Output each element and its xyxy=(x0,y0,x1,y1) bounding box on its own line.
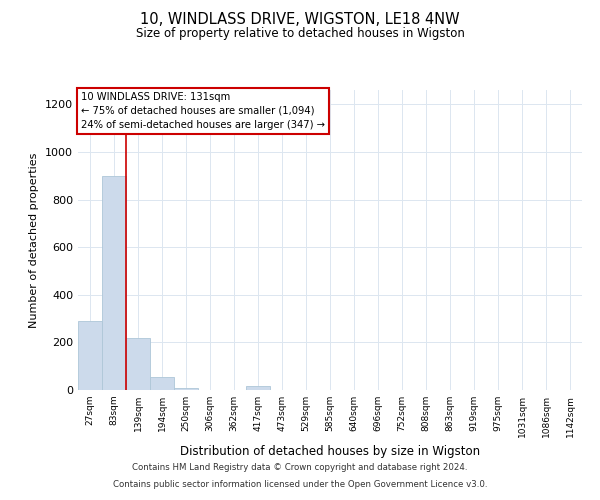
Text: Contains public sector information licensed under the Open Government Licence v3: Contains public sector information licen… xyxy=(113,480,487,489)
Bar xyxy=(150,377,174,390)
Text: Size of property relative to detached houses in Wigston: Size of property relative to detached ho… xyxy=(136,28,464,40)
Bar xyxy=(78,321,102,390)
X-axis label: Distribution of detached houses by size in Wigston: Distribution of detached houses by size … xyxy=(180,446,480,458)
Bar xyxy=(102,176,126,390)
Text: 10 WINDLASS DRIVE: 131sqm
← 75% of detached houses are smaller (1,094)
24% of se: 10 WINDLASS DRIVE: 131sqm ← 75% of detac… xyxy=(80,92,325,130)
Text: Contains HM Land Registry data © Crown copyright and database right 2024.: Contains HM Land Registry data © Crown c… xyxy=(132,464,468,472)
Bar xyxy=(126,338,150,390)
Bar xyxy=(246,386,270,390)
Bar xyxy=(174,388,198,390)
Text: 10, WINDLASS DRIVE, WIGSTON, LE18 4NW: 10, WINDLASS DRIVE, WIGSTON, LE18 4NW xyxy=(140,12,460,28)
Y-axis label: Number of detached properties: Number of detached properties xyxy=(29,152,40,328)
